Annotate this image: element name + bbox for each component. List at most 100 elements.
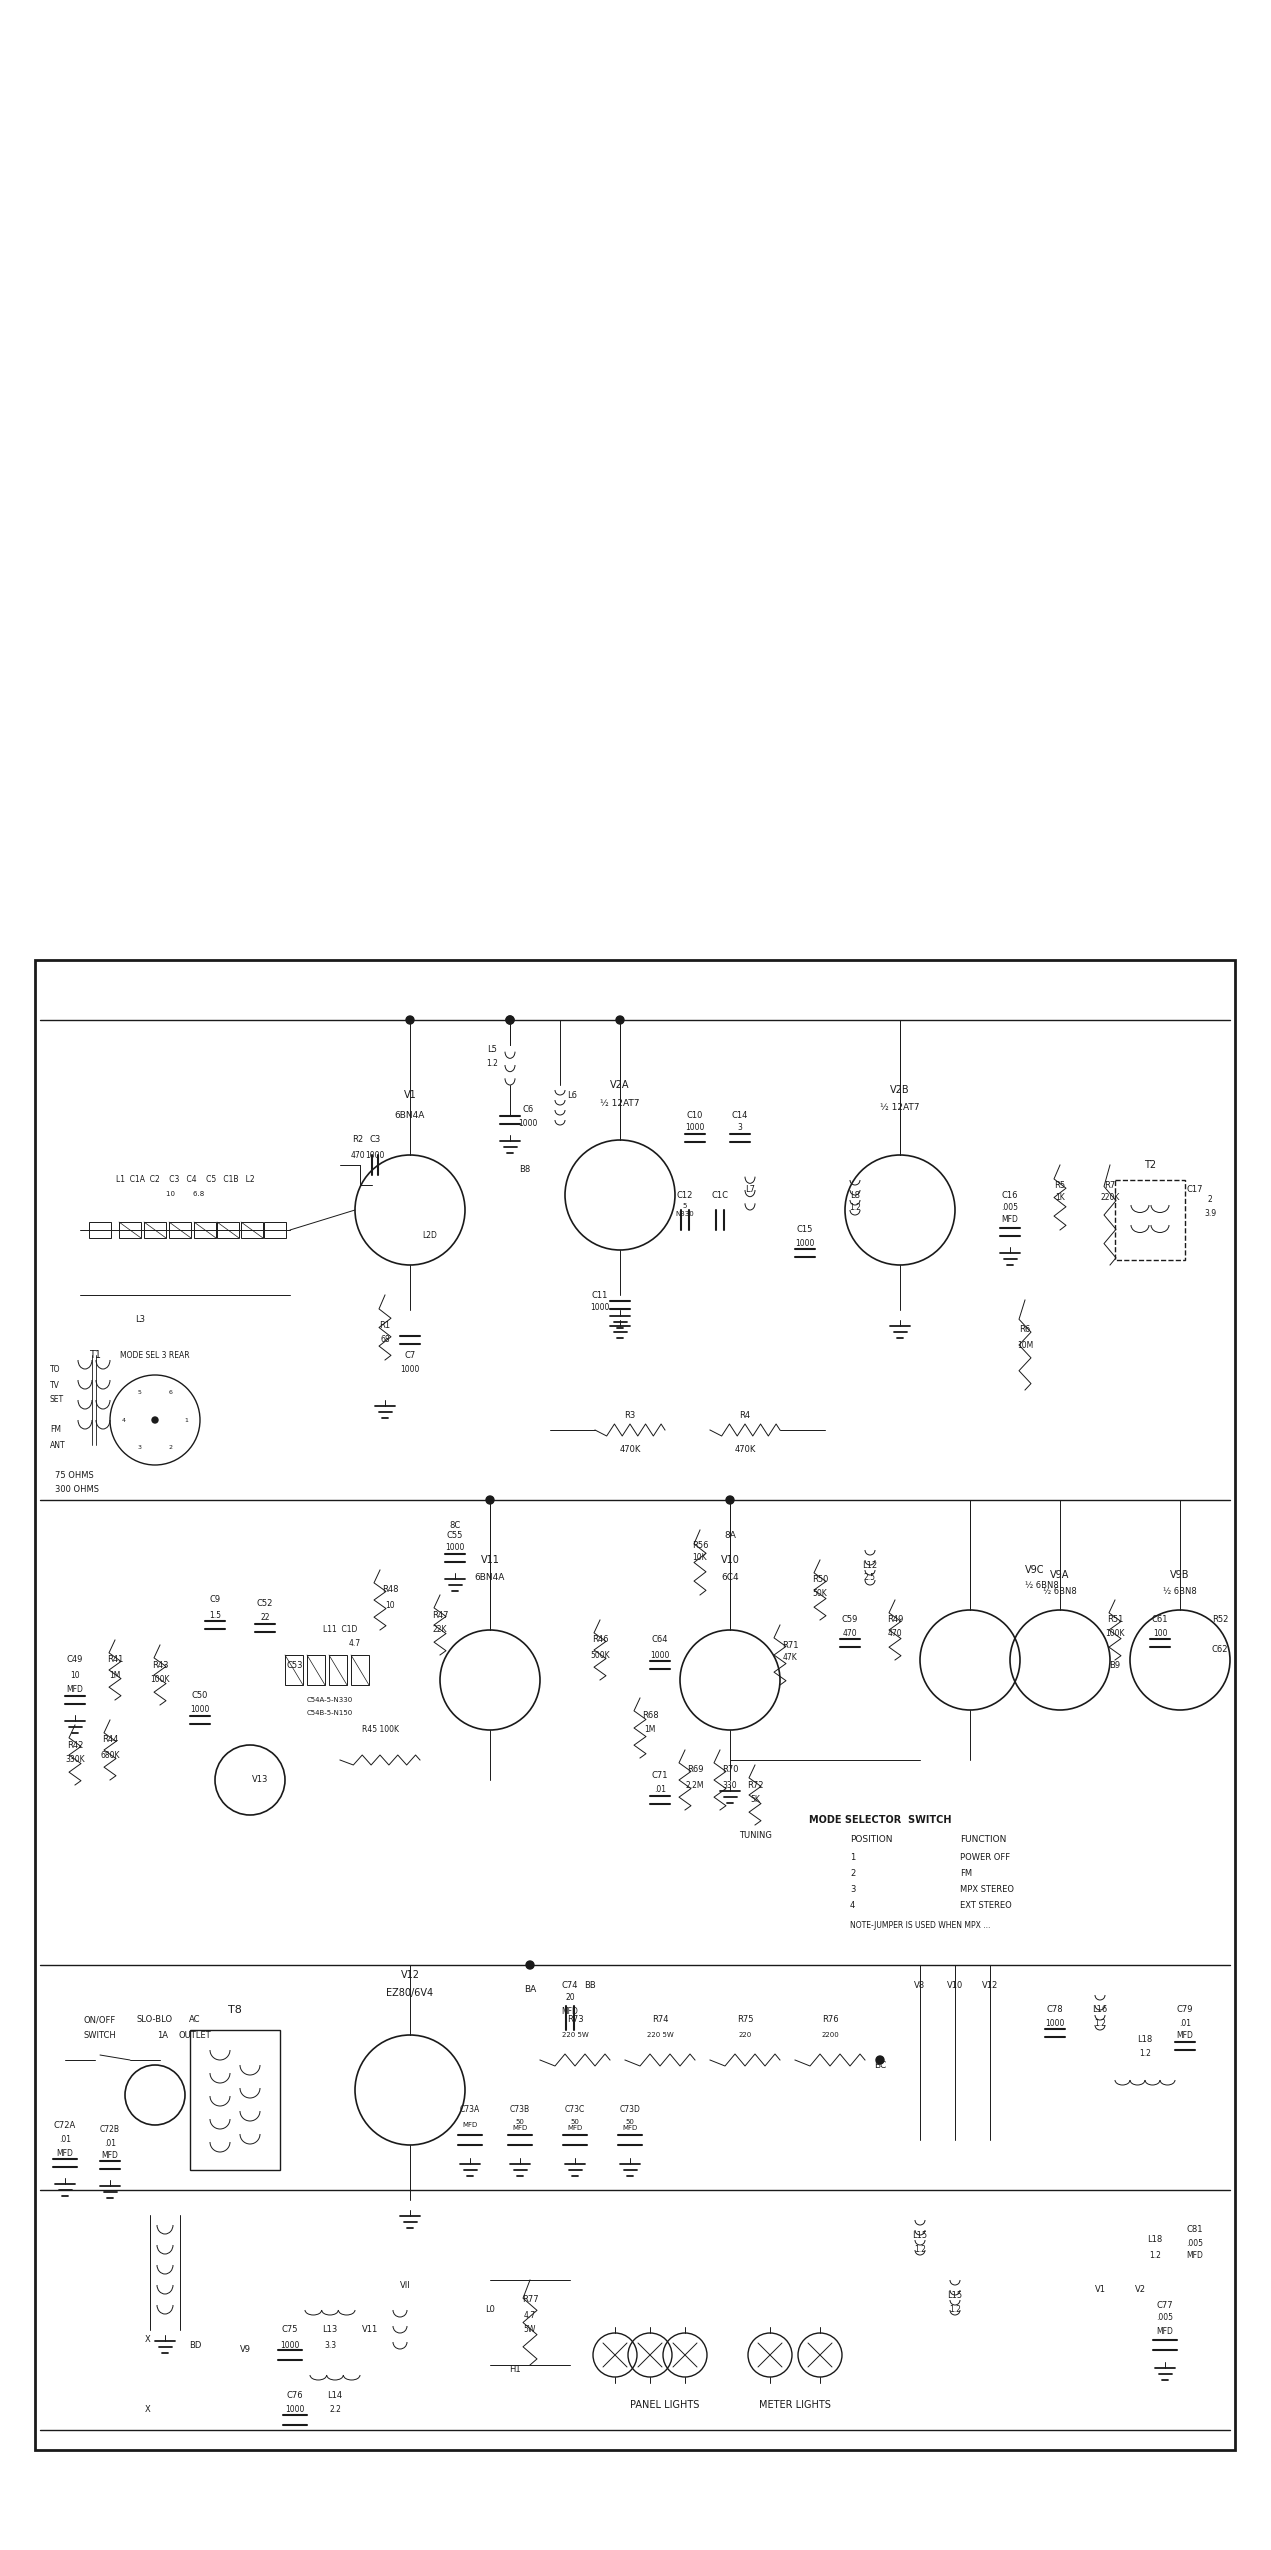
Text: X: X [145, 2336, 151, 2343]
Text: T2: T2 [1144, 1160, 1157, 1170]
Text: C54B-5-N150: C54B-5-N150 [306, 1711, 353, 1716]
Text: R51: R51 [1107, 1617, 1124, 1624]
Text: 220 5W: 220 5W [562, 2032, 588, 2037]
Text: ½ 12AT7: ½ 12AT7 [881, 1104, 920, 1112]
Text: C61: C61 [1152, 1617, 1168, 1624]
Text: MFD: MFD [66, 1686, 84, 1696]
Text: C76: C76 [287, 2389, 304, 2400]
Bar [169, 1221, 191, 1237]
Text: 470K: 470K [619, 1446, 641, 1454]
Text: L15: L15 [947, 2290, 962, 2300]
Text: FM: FM [50, 1425, 61, 1436]
Text: C9: C9 [210, 1596, 221, 1604]
Text: V13: V13 [252, 1775, 268, 1785]
Text: 1K: 1K [1055, 1193, 1065, 1204]
Text: L13: L13 [323, 2326, 338, 2333]
Text: C81: C81 [1187, 2226, 1204, 2234]
Text: C73C: C73C [564, 2106, 585, 2114]
Text: MFD: MFD [463, 2122, 478, 2129]
Text: V10: V10 [947, 1981, 963, 1989]
Text: C78: C78 [1047, 2004, 1064, 2015]
Text: ½ 6BN8: ½ 6BN8 [1163, 1586, 1197, 1596]
Text: R77: R77 [521, 2295, 539, 2305]
Text: 4: 4 [122, 1418, 126, 1423]
Text: B9: B9 [1110, 1660, 1121, 1670]
Text: 1000: 1000 [796, 1239, 815, 1247]
Text: ½ 12AT7: ½ 12AT7 [600, 1099, 639, 1107]
Text: C14: C14 [732, 1109, 749, 1119]
Text: C16: C16 [1002, 1191, 1018, 1198]
Text: L16: L16 [1092, 2004, 1107, 2015]
Bar [189, 2030, 280, 2170]
Text: 1.2: 1.2 [949, 2305, 961, 2315]
Text: 1000: 1000 [685, 1125, 704, 1132]
Text: 50
MFD: 50 MFD [567, 2119, 582, 2132]
Text: R76: R76 [821, 2014, 839, 2025]
Text: .01: .01 [104, 2139, 116, 2147]
Circle shape [506, 1015, 513, 1025]
Bar [89, 1221, 111, 1237]
Text: 3: 3 [137, 1446, 141, 1451]
Text: 3.3: 3.3 [324, 2341, 336, 2349]
Text: R72: R72 [747, 1780, 764, 1790]
Text: 1000: 1000 [400, 1364, 419, 1374]
Text: SLO-BLO: SLO-BLO [137, 2014, 173, 2025]
Text: R5: R5 [1055, 1181, 1065, 1188]
Circle shape [726, 1497, 733, 1504]
Circle shape [616, 1015, 624, 1025]
Text: MFD: MFD [57, 2150, 74, 2157]
Text: 6C4: 6C4 [721, 1573, 738, 1584]
Text: C59: C59 [841, 1617, 858, 1624]
Text: MODE SELECTOR  SWITCH: MODE SELECTOR SWITCH [808, 1816, 951, 1826]
Circle shape [506, 1015, 513, 1025]
Text: C49: C49 [67, 1655, 83, 1665]
Text: R74: R74 [652, 2014, 669, 2025]
Text: R75: R75 [737, 2014, 754, 2025]
Text: 330K: 330K [65, 1754, 85, 1765]
Text: C53: C53 [287, 1660, 304, 1670]
Text: C71: C71 [652, 1770, 669, 1780]
Text: 50
MFD: 50 MFD [623, 2119, 638, 2132]
Text: 1.2: 1.2 [914, 2247, 927, 2254]
Text: R3: R3 [624, 1410, 636, 1420]
Text: R69: R69 [686, 1765, 703, 1775]
Text: 2.2M: 2.2M [686, 1780, 704, 1790]
Text: .01: .01 [58, 2134, 71, 2145]
Text: 3: 3 [850, 1884, 855, 1895]
Text: 5K: 5K [750, 1795, 760, 1805]
Text: R4: R4 [740, 1410, 751, 1420]
Text: X: X [145, 2405, 151, 2415]
Text: 2: 2 [1207, 1196, 1213, 1204]
Text: L0: L0 [486, 2305, 494, 2315]
Text: R48: R48 [381, 1586, 398, 1594]
Bar [264, 1221, 286, 1237]
Text: 10        6.8: 10 6.8 [167, 1191, 205, 1196]
Text: MPX STEREO: MPX STEREO [960, 1884, 1014, 1895]
Text: L2D: L2D [422, 1232, 437, 1239]
Text: 1.2: 1.2 [1139, 2048, 1152, 2058]
Text: 1A: 1A [158, 2030, 169, 2040]
Circle shape [405, 1015, 414, 1025]
Text: C62: C62 [1211, 1645, 1228, 1655]
Text: 220 5W: 220 5W [647, 2032, 674, 2037]
Circle shape [486, 1497, 494, 1504]
Text: V9B: V9B [1171, 1571, 1190, 1581]
Text: FM: FM [960, 1869, 972, 1879]
Text: V2: V2 [1135, 2285, 1145, 2295]
Text: C73D: C73D [619, 2106, 641, 2114]
Text: SET: SET [50, 1395, 64, 1405]
Text: PANEL LIGHTS: PANEL LIGHTS [630, 2400, 700, 2410]
Text: BC: BC [874, 2060, 886, 2071]
Text: 2: 2 [169, 1446, 173, 1451]
Text: TUNING: TUNING [738, 1831, 771, 1839]
Text: 1000: 1000 [285, 2405, 305, 2415]
Text: V2A: V2A [610, 1081, 629, 1089]
Circle shape [876, 2055, 885, 2063]
Bar [217, 1221, 239, 1237]
Text: MFD: MFD [562, 2007, 578, 2015]
Text: C1C: C1C [712, 1191, 728, 1198]
Text: C75: C75 [282, 2326, 299, 2333]
Text: V8: V8 [914, 1981, 925, 1989]
Text: V9C: V9C [1024, 1566, 1045, 1576]
Text: L11  C1D: L11 C1D [323, 1624, 357, 1635]
